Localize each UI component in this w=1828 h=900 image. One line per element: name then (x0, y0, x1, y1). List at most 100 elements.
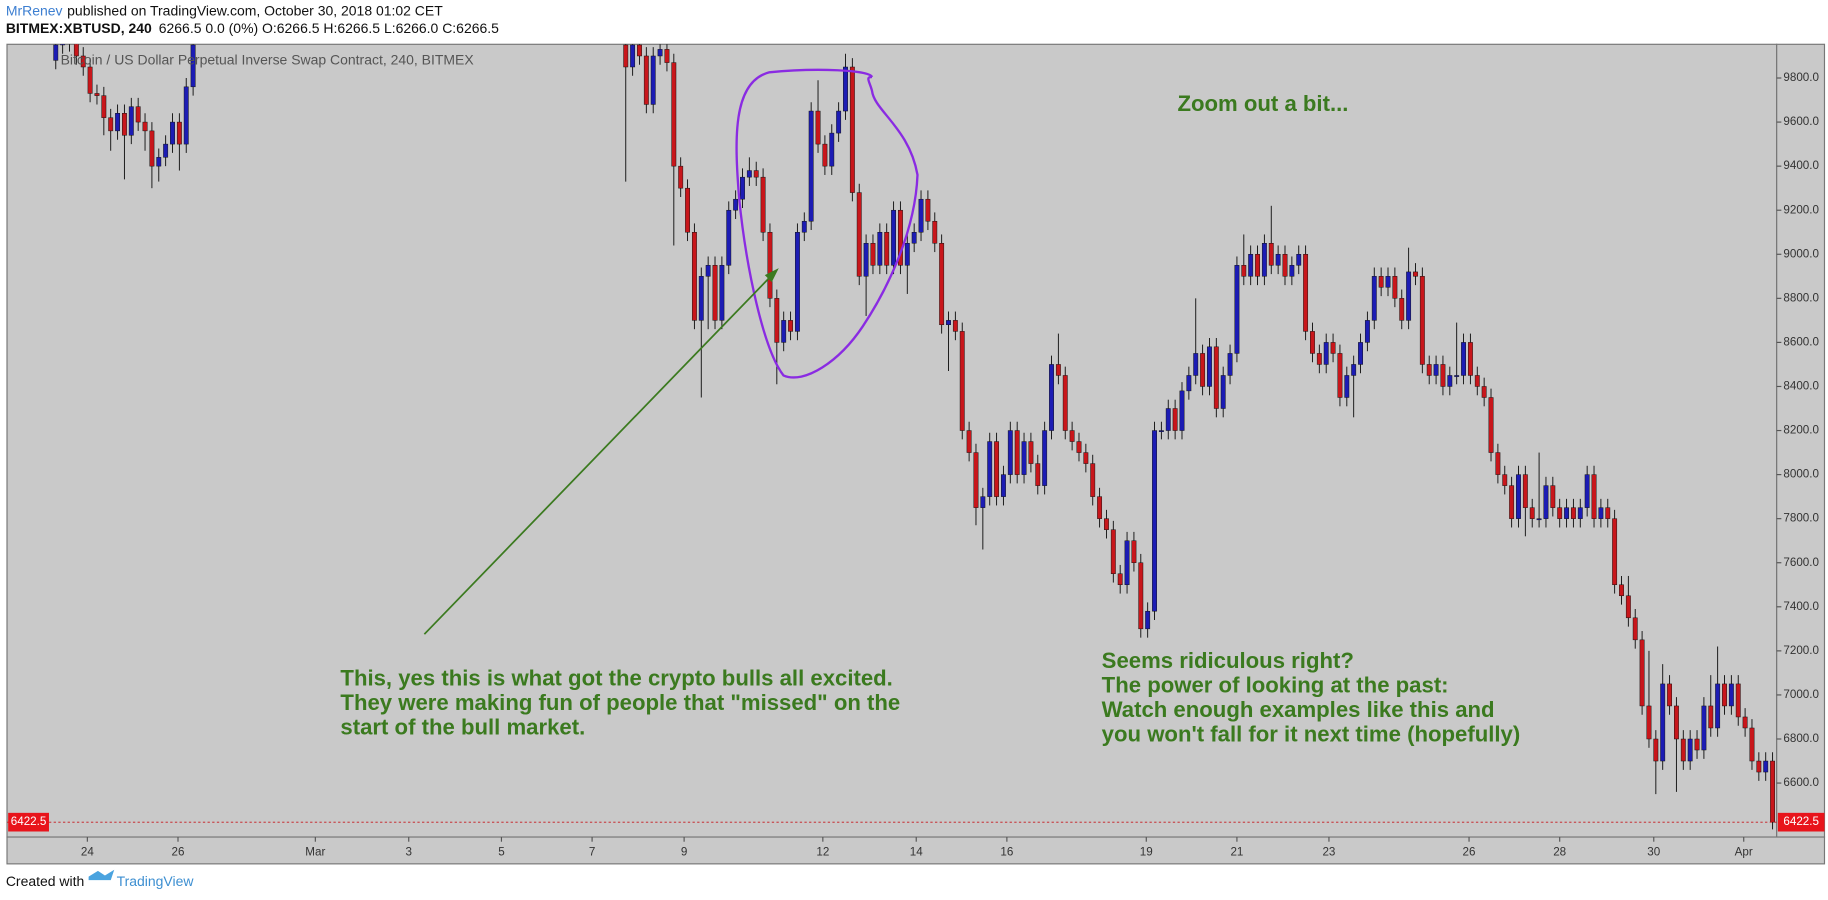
candle-body (1378, 276, 1384, 288)
x-tick-label: 23 (1322, 845, 1335, 858)
annotation-top: Zoom out a bit... (1177, 91, 1348, 116)
candle-body (1186, 375, 1192, 392)
candle-body (1550, 485, 1556, 508)
last-price-label: 6422.5 (11, 815, 47, 828)
candle-body (925, 198, 931, 222)
candle-body (1062, 375, 1068, 431)
candle-body (1694, 738, 1700, 751)
candle-body (740, 176, 745, 200)
footer-brand[interactable]: TradingView (117, 873, 195, 889)
candle-body (733, 198, 739, 211)
chart-title: Bitcoin / US Dollar Perpetual Inverse Sw… (61, 51, 475, 67)
x-tick-label: 9 (681, 845, 687, 858)
x-tick-label: 24 (81, 845, 94, 858)
author[interactable]: MrRenev (6, 2, 63, 18)
candle-body (870, 243, 876, 266)
candle-body (1557, 507, 1563, 519)
candle-body (1261, 243, 1267, 277)
candle-body (1227, 353, 1233, 376)
footer-created: Created with (6, 873, 84, 889)
annotations: This, yes this is what got the crypto bu… (340, 648, 1520, 746)
candle-body (767, 232, 773, 299)
x-tick-label: 16 (1000, 845, 1013, 858)
candle-body (1296, 254, 1302, 266)
candle-body (1564, 507, 1569, 519)
candle-body (1502, 474, 1508, 486)
candle-body (1069, 430, 1075, 442)
candle-body (801, 220, 807, 233)
y-tick-label: 9000.0 (1783, 247, 1819, 260)
candle-body (1392, 276, 1398, 299)
candle-body (1770, 760, 1776, 823)
candle-body (836, 110, 842, 134)
y-tick-label: 8400.0 (1783, 380, 1819, 393)
candle-body (774, 298, 780, 343)
y-tick-label: 7400.0 (1783, 600, 1819, 613)
y-tick-label: 9400.0 (1783, 159, 1819, 172)
candle-body (73, 44, 79, 57)
candle-body (705, 265, 711, 277)
candle-body (1035, 463, 1041, 486)
x-tick-label: 19 (1140, 845, 1153, 858)
candle-body (176, 121, 182, 145)
y-tick-label: 9800.0 (1783, 71, 1819, 84)
candle-body (891, 209, 896, 266)
last-price-box (1777, 812, 1825, 832)
candle-body (1509, 485, 1515, 519)
candle-body (1110, 529, 1116, 574)
candle-body (1014, 430, 1020, 475)
candle-body (1536, 518, 1542, 521)
candle-body (822, 143, 828, 167)
candle-body (101, 95, 107, 118)
candle-body (884, 232, 890, 266)
candle-body (1097, 496, 1103, 519)
candle-body (156, 157, 162, 167)
annotation-left-line: start of the bull market. (340, 714, 585, 739)
candle-body (1742, 716, 1748, 729)
y-tick-label: 6600.0 (1783, 776, 1819, 789)
candle-body (1090, 463, 1096, 497)
candle-body (1529, 507, 1535, 519)
annotation-right-line: Seems ridiculous right? (1102, 648, 1354, 673)
tradingview-logo (88, 869, 115, 881)
candle-body (1481, 386, 1487, 398)
candle-body (1213, 346, 1219, 409)
candle-body (1358, 342, 1363, 365)
candle-body (1467, 342, 1473, 376)
candle-body (1131, 540, 1137, 563)
y-tick-label: 7000.0 (1783, 688, 1819, 701)
candle-body (1303, 254, 1309, 332)
candle-body (1570, 507, 1576, 519)
x-tick-label: 26 (172, 845, 185, 858)
candle-body (973, 452, 979, 508)
candle-body (1756, 760, 1762, 773)
candle-body (1735, 683, 1741, 718)
candle-body (1165, 408, 1171, 431)
candle-body (1344, 375, 1350, 398)
candle-body (1433, 364, 1439, 376)
candle-body (623, 44, 629, 68)
candle-body (719, 265, 725, 321)
candle-body (959, 331, 965, 431)
candle-body (815, 110, 821, 145)
candle-body (1055, 364, 1061, 376)
candle-body (637, 44, 642, 57)
candle-body (877, 232, 883, 266)
candle-body (1234, 265, 1240, 354)
header-line-1: MrRenev published on TradingView.com, Oct… (6, 2, 443, 18)
candle-body (1749, 727, 1755, 762)
candle-body (1728, 683, 1734, 707)
candle-body (1612, 518, 1618, 586)
candle-body (952, 320, 958, 332)
published: published on TradingView.com, October 30… (67, 2, 443, 18)
candle-body (1577, 507, 1583, 519)
candle-body (1763, 760, 1769, 773)
y-tick-label: 9600.0 (1783, 115, 1819, 128)
candle-body (1351, 364, 1357, 376)
candle-body (691, 232, 697, 321)
candle-body (1495, 452, 1501, 475)
candle-body (122, 113, 127, 136)
candle-body (94, 93, 100, 96)
candle-body (1021, 441, 1027, 475)
